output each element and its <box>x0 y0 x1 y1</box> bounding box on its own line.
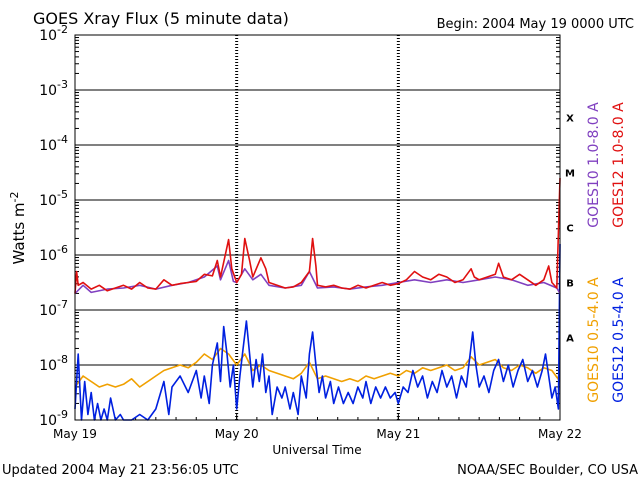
y-tick-label-2: 10-7 <box>39 298 68 319</box>
legend: GOES10 1.0-8.0 A GOES12 1.0-8.0 A GOES10 0… <box>586 102 627 403</box>
y-tick-exponent: -3 <box>57 78 68 91</box>
flare-class-C: C <box>566 224 573 235</box>
y-tick-exponent: -5 <box>57 188 68 201</box>
y-tick-exponent: -4 <box>57 133 68 146</box>
y-tick-base: 10 <box>39 83 57 99</box>
series-goes12-0-5-4-0-a <box>74 243 561 421</box>
footer-updated: Updated 2004 May 21 23:56:05 UTC <box>2 463 239 478</box>
series-layer <box>74 177 561 421</box>
x-tick-label-0: May 19 <box>53 427 97 441</box>
plot-frame <box>74 34 561 421</box>
x-axis-label: Universal Time <box>272 443 361 457</box>
x-tick-label-1: May 20 <box>215 427 259 441</box>
y-tick-label-6: 10-3 <box>39 78 68 99</box>
x-tick-label-2: May 21 <box>376 427 420 441</box>
chart-title: GOES Xray Flux (5 minute data) <box>33 9 289 28</box>
legend-goes12-1-0-8-0-a: GOES12 1.0-8.0 A <box>611 102 627 228</box>
flare-class-X: X <box>566 114 574 125</box>
y-tick-base: 10 <box>39 413 57 429</box>
y-tick-label-3: 10-6 <box>39 243 68 264</box>
y-tick-exponent: -7 <box>57 298 68 311</box>
y-tick-labels: 10-910-810-710-610-510-410-310-2 <box>39 23 68 429</box>
x-tick-labels: May 19 May 20 May 21 May 22 <box>53 427 582 441</box>
y-tick-exponent: -2 <box>57 23 68 36</box>
flare-class-A: A <box>566 334 574 345</box>
y-tick-label-4: 10-5 <box>39 188 68 209</box>
y-tick-exponent: -8 <box>57 353 68 366</box>
y-tick-base: 10 <box>39 303 57 319</box>
y-axis-label: Watts m-2 <box>8 192 28 265</box>
legend-goes12-0-5-4-0-a: GOES12 0.5-4.0 A <box>611 277 627 403</box>
legend-goes10-1-0-8-0-a: GOES10 1.0-8.0 A <box>586 102 602 228</box>
footer-source: NOAA/SEC Boulder, CO USA <box>457 463 638 478</box>
y-tick-exponent: -6 <box>57 243 68 256</box>
flare-class-B: B <box>566 279 574 290</box>
x-tick-label-3: May 22 <box>538 427 582 441</box>
y-tick-exponent: -9 <box>57 408 68 421</box>
y-axis-label-main: Watts m <box>10 202 28 264</box>
begin-label: Begin: 2004 May 19 0000 UTC <box>437 17 634 32</box>
flare-class-M: M <box>565 169 575 180</box>
y-tick-base: 10 <box>39 358 57 374</box>
series-goes12-1-0-8-0-a <box>74 177 561 294</box>
y-tick-base: 10 <box>39 248 57 264</box>
y-tick-label-7: 10-2 <box>39 23 68 44</box>
y-axis-label-exponent: -2 <box>8 192 21 203</box>
flare-class-labels: A B C M X <box>565 114 575 345</box>
y-tick-base: 10 <box>39 28 57 44</box>
legend-goes10-0-5-4-0-a: GOES10 0.5-4.0 A <box>586 277 602 403</box>
y-tick-label-1: 10-8 <box>39 353 68 374</box>
y-tick-label-0: 10-9 <box>39 408 68 429</box>
y-tick-base: 10 <box>39 138 57 154</box>
y-tick-base: 10 <box>39 193 57 209</box>
y-tick-label-5: 10-4 <box>39 133 68 154</box>
